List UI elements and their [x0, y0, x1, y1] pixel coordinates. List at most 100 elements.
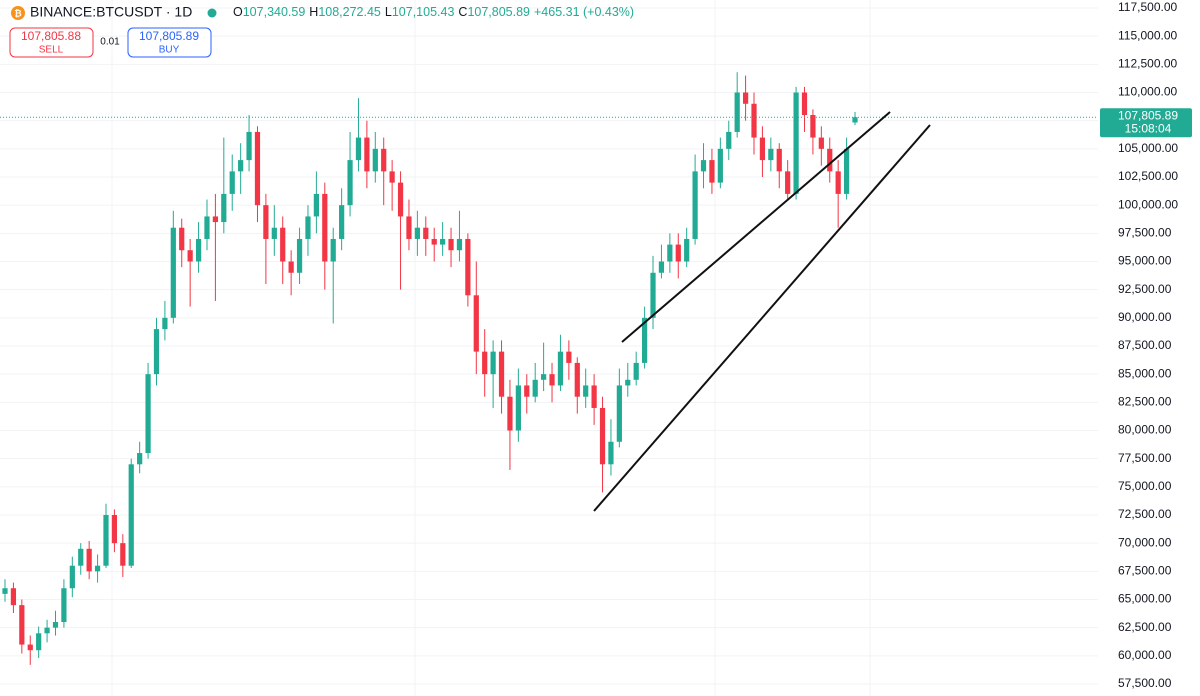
candle-body — [61, 588, 67, 623]
candle-body — [541, 374, 547, 380]
candle-body — [532, 379, 538, 397]
candle-body — [339, 205, 345, 239]
y-tick-label: 100,000.00 — [1118, 197, 1178, 211]
candle-body — [675, 244, 681, 262]
candle-body — [254, 131, 261, 206]
last-price-box — [1100, 108, 1192, 138]
y-tick-label: 70,000.00 — [1118, 535, 1172, 549]
candle-body — [768, 148, 774, 161]
candle-body — [322, 193, 328, 262]
candle-body — [296, 238, 303, 273]
candle-body — [36, 633, 42, 651]
y-tick-label: 60,000.00 — [1118, 648, 1172, 662]
candle-body — [381, 148, 387, 172]
candle-body — [238, 160, 244, 172]
ohlc-text: O107,340.59 H108,272.45 L107,105.43 C107,80… — [233, 5, 634, 19]
candle-body — [288, 261, 294, 273]
candle-body — [153, 329, 160, 375]
candle-body — [524, 385, 530, 397]
candle-body — [145, 374, 151, 454]
trend-lines — [593, 111, 931, 512]
candle-body — [456, 238, 463, 251]
candle-body — [658, 261, 665, 273]
candle-body — [742, 92, 749, 104]
coin-icon — [11, 6, 25, 20]
candle-body — [616, 385, 622, 442]
price-axis: 57,500.00 60,000.00 62,500.00 65,000.00 67,5… — [1100, 0, 1200, 696]
spread: 0.01 — [100, 37, 120, 48]
candle-body — [566, 351, 572, 363]
candle-body — [423, 227, 429, 239]
candle-body — [389, 171, 395, 183]
candle-body — [330, 238, 336, 262]
candle-body — [591, 385, 597, 408]
sell-button[interactable] — [9, 27, 94, 58]
status-dot — [207, 8, 217, 18]
ohlc-key: C — [458, 5, 467, 19]
candle-body — [608, 441, 614, 465]
candle-body — [776, 148, 782, 172]
candle-body — [700, 160, 707, 172]
candle-body — [734, 92, 740, 132]
candle-body — [801, 92, 808, 116]
candle-body — [280, 227, 286, 262]
y-tick-label: 77,500.00 — [1118, 451, 1172, 465]
last-price-label: 107,805.89 — [1118, 108, 1178, 122]
candle-body — [641, 317, 648, 363]
candle-body — [852, 117, 858, 123]
y-tick-label: 117,500.00 — [1118, 0, 1177, 14]
buy-button[interactable] — [127, 27, 212, 58]
y-tick-label: 110,000.00 — [1118, 85, 1177, 99]
y-tick-label: 87,500.00 — [1118, 338, 1172, 352]
y-tick-label: 115,000.00 — [1118, 28, 1177, 42]
y-tick-label: 62,500.00 — [1118, 620, 1172, 634]
ohlc-key: H — [309, 5, 318, 19]
candle-body — [843, 148, 850, 194]
candle-body — [827, 148, 833, 172]
candle-body — [94, 565, 101, 572]
trend-line — [621, 111, 891, 343]
y-tick-label: 95,000.00 — [1118, 254, 1172, 268]
candle-body — [187, 250, 193, 262]
y-tick-label: 112,500.00 — [1118, 57, 1177, 71]
candle-body — [137, 453, 143, 465]
sell-label: SELL — [39, 45, 64, 56]
candle-body — [271, 227, 277, 239]
candle-body — [52, 622, 59, 628]
ohlc-key: O — [233, 5, 243, 19]
y-tick-label: 65,000.00 — [1118, 592, 1172, 606]
candle-body — [448, 238, 454, 251]
ohlc-value: 108,272.45 — [318, 5, 381, 19]
candle-body — [27, 644, 33, 651]
candle-body — [364, 137, 370, 172]
candle-body — [785, 171, 791, 194]
candle-body — [759, 137, 766, 161]
candle-body — [684, 238, 690, 262]
ohlc-key: L — [385, 5, 392, 19]
candle-body — [229, 171, 235, 194]
candle-body — [557, 351, 564, 386]
candle-body — [549, 374, 555, 386]
candle-body — [221, 193, 227, 223]
candle-body — [574, 362, 580, 397]
candle-body — [170, 227, 176, 318]
candle-body — [414, 227, 420, 239]
buy-label: BUY — [159, 45, 180, 56]
y-tick-label: 105,000.00 — [1118, 141, 1178, 155]
candle-body — [810, 115, 816, 138]
candle-body — [583, 385, 589, 397]
candle-body — [650, 272, 656, 318]
candle-body — [204, 216, 210, 239]
candle-body — [128, 464, 134, 566]
candle-body — [818, 137, 824, 149]
candle-body — [10, 588, 17, 606]
candle-body — [103, 515, 109, 566]
candle-body — [751, 103, 757, 138]
y-tick-label: 80,000.00 — [1118, 423, 1172, 437]
candle-body — [69, 565, 75, 589]
candle-body — [515, 385, 521, 431]
candle-body — [406, 216, 412, 239]
